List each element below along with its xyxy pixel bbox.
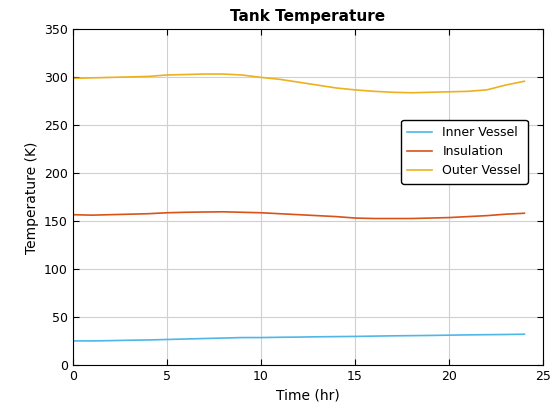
- Line: Inner Vessel: Inner Vessel: [73, 334, 524, 341]
- Outer Vessel: [333, 85, 339, 90]
- Inner Vessel: [295, 335, 302, 340]
- Insulation: [314, 213, 321, 218]
- Inner Vessel: [427, 333, 433, 338]
- Outer Vessel: [408, 90, 415, 95]
- Inner Vessel: [333, 334, 339, 339]
- Insulation: [389, 216, 396, 221]
- Inner Vessel: [88, 339, 95, 344]
- Insulation: [88, 213, 95, 218]
- Insulation: [483, 213, 490, 218]
- Insulation: [107, 212, 114, 217]
- Inner Vessel: [408, 333, 415, 338]
- Outer Vessel: [521, 79, 528, 84]
- Inner Vessel: [352, 334, 358, 339]
- Insulation: [371, 216, 377, 221]
- Outer Vessel: [164, 73, 170, 78]
- Outer Vessel: [201, 71, 208, 76]
- Outer Vessel: [183, 72, 189, 77]
- Outer Vessel: [389, 90, 396, 95]
- Insulation: [521, 211, 528, 216]
- Outer Vessel: [277, 77, 283, 82]
- Inner Vessel: [201, 336, 208, 341]
- Inner Vessel: [483, 332, 490, 337]
- Inner Vessel: [371, 333, 377, 339]
- Outer Vessel: [295, 80, 302, 85]
- Inner Vessel: [164, 337, 170, 342]
- Inner Vessel: [183, 336, 189, 341]
- Outer Vessel: [352, 87, 358, 92]
- Inner Vessel: [258, 335, 264, 340]
- Inner Vessel: [389, 333, 396, 339]
- Insulation: [69, 212, 76, 217]
- Outer Vessel: [239, 73, 245, 78]
- Outer Vessel: [446, 89, 452, 94]
- Insulation: [333, 214, 339, 219]
- Inner Vessel: [521, 332, 528, 337]
- Insulation: [201, 210, 208, 215]
- Legend: Inner Vessel, Insulation, Outer Vessel: Inner Vessel, Insulation, Outer Vessel: [401, 120, 528, 184]
- Y-axis label: Temperature (K): Temperature (K): [25, 141, 39, 254]
- Inner Vessel: [126, 338, 133, 343]
- Insulation: [164, 210, 170, 215]
- Outer Vessel: [126, 74, 133, 79]
- Outer Vessel: [107, 75, 114, 80]
- Inner Vessel: [277, 335, 283, 340]
- Outer Vessel: [220, 71, 227, 76]
- Title: Tank Temperature: Tank Temperature: [230, 9, 386, 24]
- Outer Vessel: [371, 89, 377, 94]
- Outer Vessel: [258, 75, 264, 80]
- Outer Vessel: [465, 89, 472, 94]
- Insulation: [126, 212, 133, 217]
- Insulation: [144, 211, 151, 216]
- Inner Vessel: [144, 337, 151, 342]
- Insulation: [295, 212, 302, 217]
- Outer Vessel: [502, 83, 509, 88]
- Insulation: [427, 215, 433, 220]
- Outer Vessel: [144, 74, 151, 79]
- Inner Vessel: [502, 332, 509, 337]
- Line: Insulation: Insulation: [73, 212, 524, 218]
- Outer Vessel: [427, 90, 433, 95]
- Inner Vessel: [239, 335, 245, 340]
- Insulation: [465, 214, 472, 219]
- Outer Vessel: [483, 87, 490, 92]
- Insulation: [258, 210, 264, 215]
- Insulation: [446, 215, 452, 220]
- Outer Vessel: [69, 76, 76, 81]
- Inner Vessel: [465, 332, 472, 337]
- Inner Vessel: [314, 334, 321, 339]
- Insulation: [220, 209, 227, 214]
- Insulation: [239, 210, 245, 215]
- Insulation: [408, 216, 415, 221]
- Insulation: [502, 212, 509, 217]
- Inner Vessel: [69, 339, 76, 344]
- Inner Vessel: [446, 333, 452, 338]
- Inner Vessel: [220, 336, 227, 341]
- Outer Vessel: [88, 75, 95, 80]
- X-axis label: Time (hr): Time (hr): [276, 389, 340, 403]
- Insulation: [183, 210, 189, 215]
- Outer Vessel: [314, 83, 321, 88]
- Inner Vessel: [107, 338, 114, 343]
- Line: Outer Vessel: Outer Vessel: [73, 74, 524, 93]
- Insulation: [352, 215, 358, 220]
- Insulation: [277, 211, 283, 216]
